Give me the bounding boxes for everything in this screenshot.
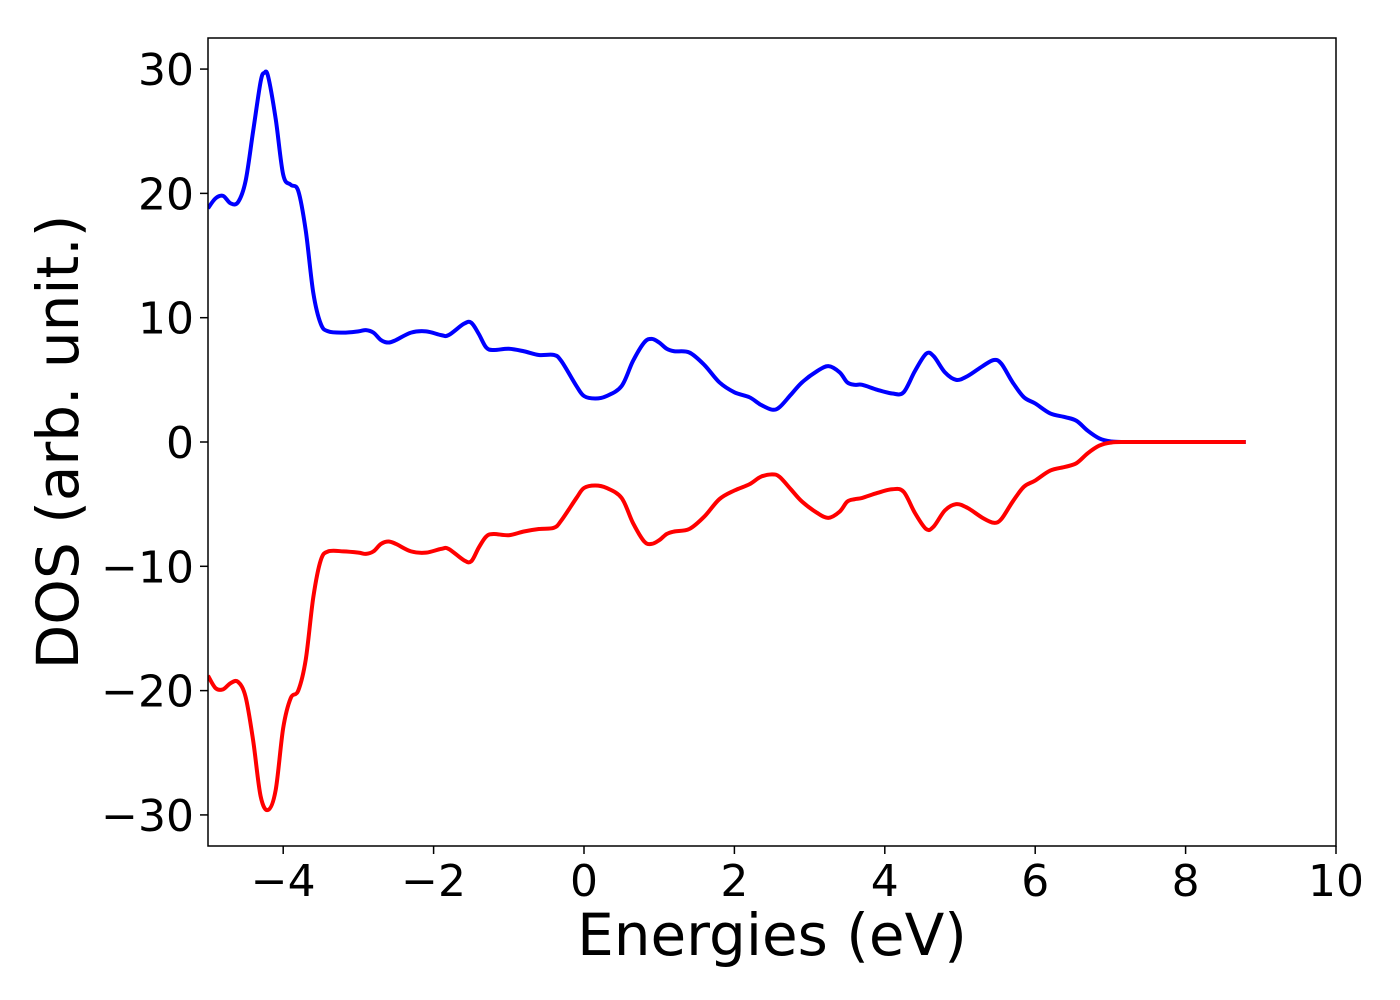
x-tick-label: 2	[720, 856, 748, 907]
x-tick-label: −4	[251, 856, 316, 907]
x-tick-label: 6	[1021, 856, 1049, 907]
y-tick-label: −10	[101, 542, 194, 593]
x-tick-label: 4	[871, 856, 899, 907]
y-tick-label: 30	[138, 45, 194, 96]
x-tick-label: 10	[1308, 856, 1364, 907]
x-tick-label: −2	[401, 856, 466, 907]
y-tick-label: 0	[166, 418, 194, 469]
y-tick-label: −30	[101, 791, 194, 842]
y-axis-label: DOS (arb. unit.)	[24, 215, 92, 670]
x-axis-label: Energies (eV)	[577, 901, 967, 969]
x-tick-label: 0	[570, 856, 598, 907]
y-tick-label: −20	[101, 667, 194, 718]
series-line-1	[208, 69, 1246, 445]
x-tick-label: 8	[1172, 856, 1200, 907]
series-line-2	[208, 439, 1246, 813]
y-tick-label: 10	[138, 294, 194, 345]
y-tick-label: 20	[138, 169, 194, 220]
